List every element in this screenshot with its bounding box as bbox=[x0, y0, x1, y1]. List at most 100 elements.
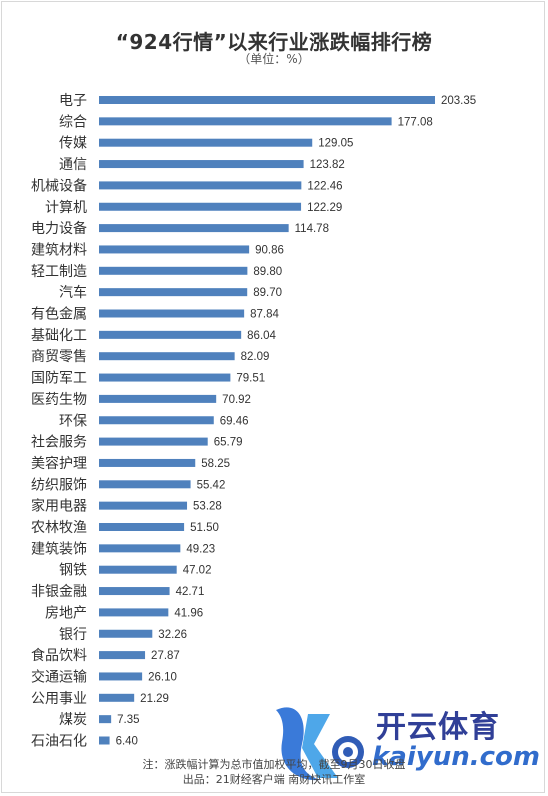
value-label: 41.96 bbox=[174, 607, 203, 619]
category-label: 煤炭 bbox=[59, 712, 87, 728]
bar bbox=[99, 309, 245, 318]
category-label: 电力设备 bbox=[31, 220, 87, 237]
value-label: 32.26 bbox=[158, 629, 187, 641]
value-label: 82.09 bbox=[241, 351, 270, 363]
bar bbox=[99, 565, 177, 574]
chart-title: “924行情”以来行业涨跌幅排行榜 bbox=[115, 30, 433, 54]
bar bbox=[99, 544, 181, 553]
bar bbox=[99, 651, 146, 660]
bar bbox=[99, 352, 235, 361]
value-label: 177.08 bbox=[398, 116, 433, 128]
value-label: 203.35 bbox=[441, 95, 476, 107]
value-label: 122.46 bbox=[307, 180, 342, 192]
bar bbox=[99, 629, 153, 638]
category-label: 医药生物 bbox=[31, 392, 87, 408]
category-label: 建筑材料 bbox=[31, 242, 87, 258]
category-label: 钢铁 bbox=[59, 563, 87, 579]
category-label: 房地产 bbox=[45, 605, 87, 621]
bar bbox=[99, 608, 169, 617]
value-label: 26.10 bbox=[148, 671, 177, 683]
bar bbox=[99, 501, 188, 510]
category-label: 非银金融 bbox=[31, 584, 87, 600]
value-label: 49.23 bbox=[186, 543, 215, 555]
category-label: 有色金属 bbox=[31, 306, 87, 323]
category-label: 公用事业 bbox=[31, 691, 87, 707]
watermark-brand-cn: 开云体育 bbox=[376, 710, 500, 745]
bar bbox=[99, 736, 110, 745]
value-label: 42.71 bbox=[176, 586, 205, 598]
bar bbox=[99, 160, 304, 169]
bar bbox=[99, 480, 191, 489]
category-label: 汽车 bbox=[59, 284, 87, 301]
watermark-logo: 开云体育 kaiyun.com bbox=[268, 700, 540, 784]
bar bbox=[99, 693, 135, 702]
category-label: 食品饮料 bbox=[31, 647, 87, 664]
value-label: 55.42 bbox=[197, 479, 226, 491]
bar bbox=[99, 394, 217, 403]
value-label: 7.35 bbox=[117, 714, 139, 726]
bar bbox=[99, 715, 112, 724]
category-label: 商贸零售 bbox=[31, 349, 87, 365]
bar bbox=[99, 373, 231, 382]
k-logo-icon bbox=[276, 707, 364, 781]
value-label: 53.28 bbox=[193, 501, 222, 513]
category-label: 国防军工 bbox=[31, 371, 87, 387]
category-label: 通信 bbox=[59, 157, 87, 173]
bar bbox=[99, 202, 302, 211]
bar bbox=[99, 416, 214, 425]
value-label: 79.51 bbox=[236, 373, 265, 385]
category-label: 传媒 bbox=[59, 136, 87, 152]
bar bbox=[99, 437, 208, 446]
bar bbox=[99, 330, 242, 339]
category-label: 轻工制造 bbox=[31, 264, 87, 280]
value-label: 122.29 bbox=[307, 202, 342, 214]
category-label: 纺织服饰 bbox=[31, 477, 87, 493]
category-label: 建筑装饰 bbox=[31, 541, 87, 557]
value-label: 51.50 bbox=[190, 522, 219, 534]
value-label: 89.80 bbox=[253, 266, 282, 278]
bar bbox=[99, 288, 248, 297]
category-label: 家用电器 bbox=[31, 498, 87, 515]
category-label: 农林牧渔 bbox=[31, 520, 87, 536]
value-label: 89.70 bbox=[253, 287, 282, 299]
chart-subtitle: （单位：%） bbox=[238, 52, 310, 66]
value-label: 27.87 bbox=[151, 650, 180, 662]
value-label: 21.29 bbox=[140, 693, 169, 705]
value-label: 65.79 bbox=[214, 437, 243, 449]
category-label: 计算机 bbox=[45, 200, 87, 216]
bar bbox=[99, 96, 435, 104]
value-label: 6.40 bbox=[116, 736, 138, 748]
category-label: 交通运输 bbox=[31, 668, 87, 685]
value-label: 47.02 bbox=[183, 565, 212, 577]
source-credit: 出品：21财经客户端 南财快讯工作室 bbox=[182, 773, 366, 786]
category-label: 银行 bbox=[59, 627, 87, 643]
bar bbox=[99, 245, 250, 254]
bar bbox=[99, 266, 248, 275]
category-label: 社会服务 bbox=[31, 435, 87, 451]
value-label: 87.84 bbox=[250, 309, 279, 321]
category-label: 电子 bbox=[59, 93, 87, 109]
bar bbox=[99, 672, 143, 681]
value-label: 70.92 bbox=[222, 394, 251, 406]
bar bbox=[99, 587, 170, 596]
bar bbox=[99, 117, 392, 126]
bar bbox=[99, 224, 289, 233]
value-label: 114.78 bbox=[295, 223, 329, 235]
category-label: 基础化工 bbox=[31, 327, 87, 344]
value-label: 69.46 bbox=[220, 415, 249, 427]
category-label: 环保 bbox=[59, 413, 87, 429]
value-label: 123.82 bbox=[310, 159, 345, 171]
category-label: 石油石化 bbox=[31, 734, 87, 750]
value-label: 90.86 bbox=[255, 244, 284, 256]
bar bbox=[99, 138, 313, 147]
value-label: 86.04 bbox=[247, 330, 276, 342]
watermark-brand-en: kaiyun.com bbox=[372, 742, 540, 772]
bar bbox=[99, 523, 185, 531]
bar bbox=[99, 181, 302, 190]
category-label: 综合 bbox=[59, 114, 87, 130]
footnote: 注：涨跌幅计算为总市值加权平均，截至9月30日收盘 bbox=[142, 758, 406, 771]
value-label: 129.05 bbox=[318, 138, 353, 150]
bar bbox=[99, 458, 196, 467]
